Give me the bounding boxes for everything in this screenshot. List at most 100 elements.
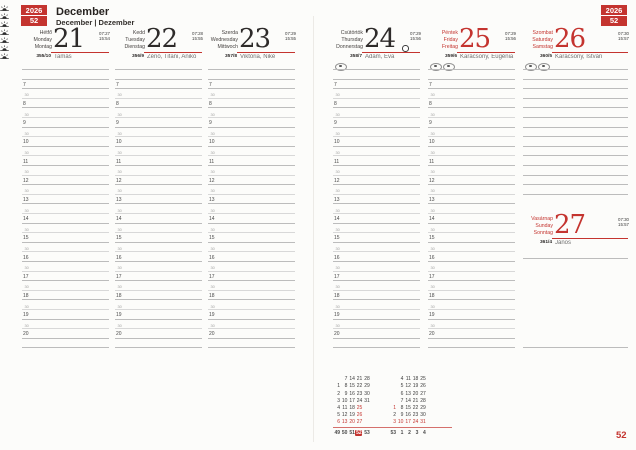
mini-calendar-date: 4 (337, 404, 340, 411)
schedule-line (523, 136, 628, 138)
mini-calendar-week-number: 4 (423, 429, 426, 436)
day-header-underline (51, 52, 109, 54)
schedule-line (115, 136, 202, 138)
schedule-line (428, 299, 515, 301)
hour-label: 10 (23, 139, 29, 146)
schedule-line (22, 107, 109, 109)
holiday-badge-icon (430, 62, 442, 71)
day-name-german: Montag (34, 43, 52, 50)
day-header-underline (552, 52, 628, 54)
hour-label: 20 (429, 331, 435, 338)
half-hour-label: 30 (335, 149, 340, 155)
schedule-line (523, 145, 628, 147)
half-hour-label: 30 (430, 130, 435, 136)
schedule-line (22, 232, 109, 234)
hour-label: 15 (429, 235, 435, 242)
sunrise-sunset-icon (0, 0, 9, 11)
sun-times: 07:27 15:54 (96, 31, 110, 42)
half-hour-label: 30 (24, 169, 29, 175)
hour-label: 16 (23, 254, 29, 261)
mini-calendar-date: 31 (364, 397, 370, 404)
schedule-line (428, 97, 515, 99)
mini-calendar-date: 24 (412, 419, 419, 426)
day-number: 25 (459, 24, 491, 54)
hour-label: 7 (429, 81, 432, 88)
day-header-underline (144, 52, 202, 54)
sun-times: 07:28 15:55 (189, 31, 203, 42)
schedule-line (333, 289, 420, 291)
sunset-time: 15:55 (192, 36, 203, 42)
schedule-line (523, 174, 628, 176)
mini-calendar-week-number: 2 (408, 429, 411, 436)
schedule-line (523, 347, 628, 349)
day-of-year: 357/8 (224, 54, 237, 59)
schedule-line (115, 318, 202, 320)
schedule-line (333, 145, 420, 147)
day-number: 23 (239, 24, 271, 54)
day-name-block: Vasárnap Sunday Sonntag (523, 216, 553, 237)
sunrise-sunset-icon (0, 40, 9, 51)
page-number: 52 (616, 430, 627, 441)
schedule-line (523, 78, 628, 80)
schedule-line (22, 155, 109, 157)
hour-label: 17 (23, 273, 29, 280)
sun-times: 07:30 15:57 (615, 31, 629, 42)
day-columns: Hétfő Monday Montag 21 07:27 15:54 355/10 Tamás… (0, 0, 636, 349)
half-hour-label: 30 (117, 245, 122, 251)
schedule-line (115, 117, 202, 118)
schedule-line (115, 213, 202, 214)
mini-calendar-date: 12 (405, 383, 411, 390)
schedule-line (22, 203, 109, 205)
mini-calendar-date: 5 (337, 411, 340, 418)
schedule-line (208, 78, 295, 80)
mini-calendar-date: 24 (356, 397, 363, 404)
half-hour-label: 30 (210, 322, 215, 328)
half-hour-label: 30 (24, 284, 29, 290)
hour-label: 7 (334, 81, 337, 88)
hour-label: 18 (116, 292, 122, 299)
schedule-line (333, 270, 420, 272)
schedule-line (208, 165, 295, 166)
hour-label: 18 (209, 292, 215, 299)
schedule-line (115, 174, 202, 176)
day-name-german: Mittwoch (217, 43, 238, 50)
schedule-line (115, 232, 202, 234)
half-hour-label: 30 (117, 111, 122, 117)
day-name-german: Samstag (532, 43, 553, 50)
hour-label: 14 (23, 216, 29, 223)
schedule-line (333, 318, 420, 320)
schedule-line (208, 337, 295, 339)
sunset-time: 15:57 (618, 36, 629, 42)
day-name-block: Szerda Wednesday Mittwoch (208, 30, 238, 51)
schedule-line (428, 78, 515, 80)
half-hour-label: 30 (430, 303, 435, 309)
schedule-line (333, 222, 420, 224)
day-name-hungarian: Szombat (532, 29, 553, 36)
schedule-line (208, 309, 295, 310)
schedule-line (22, 126, 109, 128)
mini-calendar-date: 20 (349, 419, 355, 426)
sunrise-time: 07:30 (618, 217, 629, 222)
half-hour-label: 30 (117, 303, 122, 309)
hour-label: 17 (209, 273, 215, 280)
mini-calendar-week-number: 3 (415, 429, 419, 436)
schedule-line (428, 232, 515, 234)
day-header-underline (457, 52, 515, 54)
schedule-line (428, 328, 515, 330)
half-hour-label: 30 (24, 188, 29, 194)
sun-times: 07:29 15:56 (407, 31, 421, 42)
schedule-line (22, 213, 109, 214)
hour-label: 10 (334, 139, 340, 146)
mini-calendar-date: 4 (400, 376, 404, 383)
schedule-line (333, 241, 420, 243)
day-name-block: Szombat Saturday Samstag (523, 30, 553, 51)
hour-label: 8 (334, 100, 337, 107)
mini-calendar-week-number: 1 (400, 429, 404, 436)
schedule-line (115, 270, 202, 272)
schedule-line (428, 136, 515, 138)
hour-label: 10 (209, 139, 215, 146)
schedule-line (208, 222, 295, 224)
hour-label: 11 (23, 158, 29, 165)
schedule-line (208, 117, 295, 118)
hour-label: 16 (116, 254, 122, 261)
